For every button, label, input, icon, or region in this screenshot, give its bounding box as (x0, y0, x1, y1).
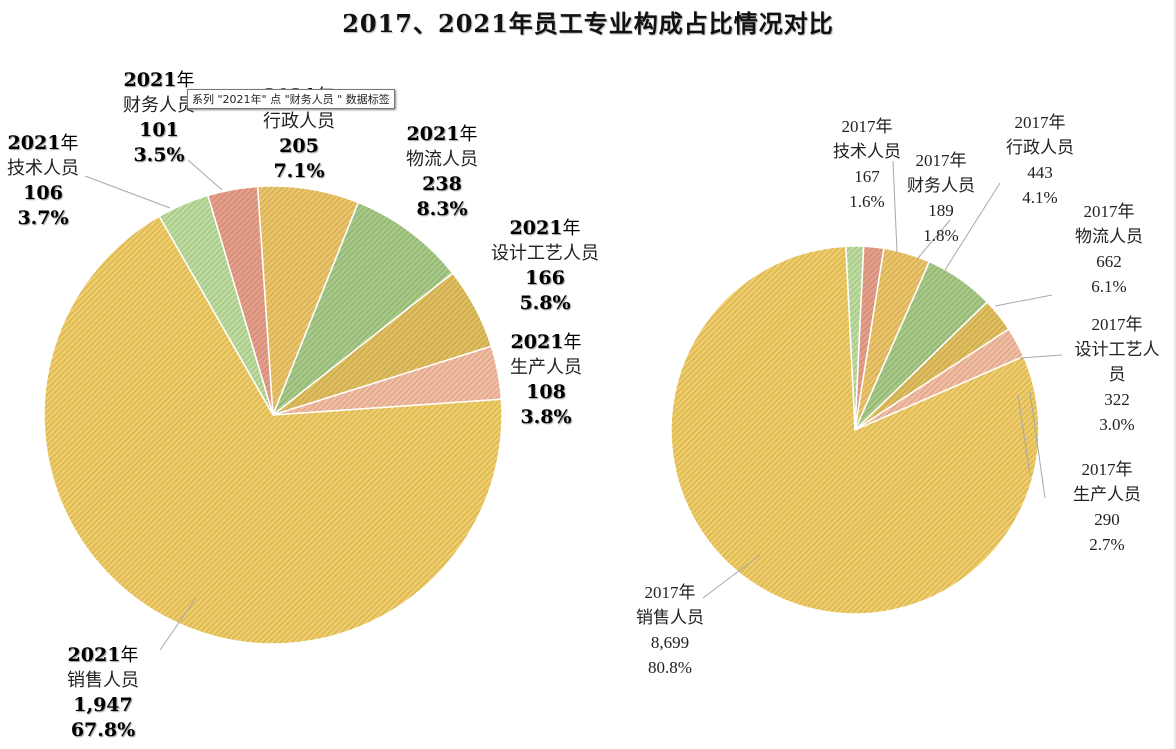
leader-line (84, 175, 171, 209)
label-year: 2017年 (644, 583, 696, 602)
label-percent: 2.7% (1089, 535, 1125, 554)
label-year: 2017年 (1081, 460, 1133, 479)
pie-2017 (670, 245, 1040, 615)
label-category: 设计工艺人 (1074, 340, 1160, 359)
label-year: 2017年 (1091, 315, 1143, 334)
label-year: 2021年 (67, 644, 139, 666)
label-year: 2017年 (1014, 113, 1066, 132)
label-value: 662 (1096, 252, 1122, 271)
label-percent: 6.1% (1091, 277, 1127, 296)
label-2017-admin: 2017年 行政人员 443 4.1% (985, 110, 1095, 210)
label-percent: 3.8% (520, 406, 572, 428)
scroll-edge (1174, 0, 1176, 749)
label-value: 205 (279, 135, 319, 157)
label-category: 生产人员 (1073, 485, 1141, 504)
leader-line (892, 160, 898, 253)
label-category: 销售人员 (67, 670, 139, 690)
label-2021-finance: 2021年 财务人员 101 3.5% (104, 68, 214, 168)
label-2021-sales: 2021年 销售人员 1,947 67.8% (48, 643, 158, 743)
leader-line (702, 554, 761, 599)
label-2021-design: 2021年 设计工艺人员 166 5.8% (480, 216, 610, 316)
leader-line (187, 159, 223, 191)
label-category: 生产人员 (510, 357, 582, 377)
label-year: 2021年 (7, 132, 79, 154)
label-percent: 3.7% (17, 207, 69, 229)
label-year: 2021年 (510, 331, 582, 353)
label-value: 167 (854, 167, 880, 186)
label-category: 设计工艺人员 (491, 243, 599, 263)
label-category: 财务人员 (123, 95, 195, 115)
label-category-wrap: 员 (1108, 365, 1126, 384)
label-value: 166 (525, 267, 565, 289)
label-2017-finance: 2017年 财务人员 189 1.8% (886, 148, 996, 248)
leader-line (1029, 391, 1046, 499)
label-category: 技术人员 (833, 142, 901, 161)
label-percent: 8.3% (416, 198, 468, 220)
label-category: 财务人员 (907, 176, 975, 195)
label-2017-sales: 2017年 销售人员 8,699 80.8% (615, 580, 725, 680)
label-value: 189 (928, 201, 954, 220)
label-category: 行政人员 (1006, 138, 1074, 157)
pie-2021 (43, 185, 503, 645)
slice-y2021-物流人员 (271, 201, 454, 418)
label-value: 322 (1104, 390, 1130, 409)
label-percent: 1.6% (849, 192, 885, 211)
label-year: 2017年 (1083, 202, 1135, 221)
label-value: 101 (139, 119, 179, 141)
label-2021-logistics: 2021年 物流人员 238 8.3% (387, 122, 497, 222)
slice-y2021-销售人员 (43, 215, 503, 645)
label-percent: 1.8% (923, 226, 959, 245)
label-year: 2021年 (406, 123, 478, 145)
leader-line (994, 294, 1053, 307)
leader-line (1019, 354, 1063, 359)
slice-y2021-行政人员 (256, 185, 360, 416)
label-percent: 80.8% (648, 658, 692, 677)
label-value: 1,947 (73, 694, 133, 716)
label-percent: 3.0% (1099, 415, 1135, 434)
label-percent: 3.5% (133, 144, 185, 166)
label-year: 2017年 (915, 151, 967, 170)
label-value: 443 (1027, 163, 1053, 182)
data-label-tooltip: 系列 "2021年" 点 "财务人员 " 数据标签 (187, 89, 395, 109)
label-year: 2021年 (123, 69, 195, 91)
label-percent: 67.8% (70, 719, 136, 741)
label-value: 106 (23, 182, 63, 204)
label-value: 108 (526, 381, 566, 403)
label-2017-tech: 2017年 技术人员 167 1.6% (812, 114, 922, 214)
leader-lines (84, 159, 1063, 651)
label-value: 290 (1094, 510, 1120, 529)
label-year: 2017年 (841, 117, 893, 136)
chart-title: 2017、2021年员工专业构成占比情况对比 (342, 9, 834, 38)
slice-y2017-销售人员 (670, 245, 1040, 615)
label-year: 2021年 (509, 217, 581, 239)
label-category: 销售人员 (636, 608, 704, 627)
label-2017-production: 2017年 生产人员 290 2.7% (1052, 457, 1162, 557)
label-value: 238 (422, 173, 462, 195)
label-category: 物流人员 (1075, 227, 1143, 246)
label-2017-logistics: 2017年 物流人员 662 6.1% (1054, 199, 1164, 299)
label-percent: 5.8% (519, 292, 571, 314)
leader-line (917, 219, 951, 259)
label-percent: 7.1% (273, 160, 325, 182)
label-percent: 4.1% (1022, 188, 1058, 207)
label-2021-production: 2021年 生产人员 108 3.8% (491, 330, 601, 430)
leader-line (159, 597, 197, 651)
label-2021-tech: 2021年 技术人员 106 3.7% (0, 131, 98, 231)
label-2017-design: 2017年 设计工艺人 员 322 3.0% (1062, 312, 1172, 437)
leader-line (944, 182, 1001, 271)
label-category: 技术人员 (7, 158, 79, 178)
leader-line (1017, 394, 1031, 476)
label-category: 物流人员 (406, 149, 478, 169)
label-category: 行政人员 (263, 111, 335, 131)
label-value: 8,699 (650, 633, 690, 652)
